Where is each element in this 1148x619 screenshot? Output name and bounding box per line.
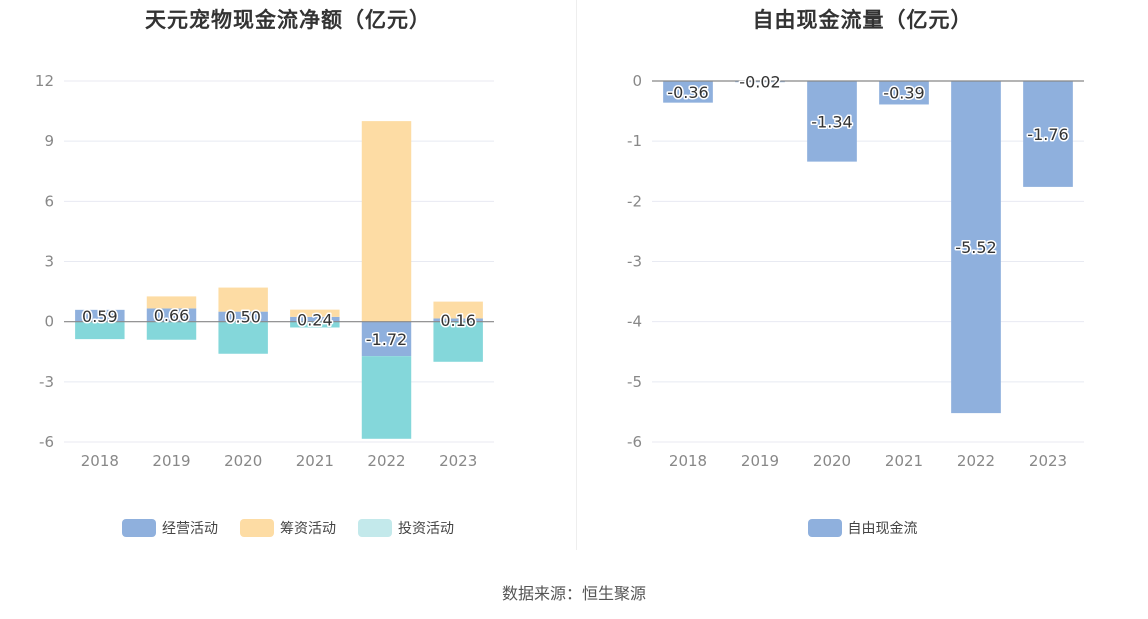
bar-operating-2022 <box>361 321 412 357</box>
legend-swatch-free-cash-flow <box>807 519 842 537</box>
cash-flow-plot: 12 9 6 3 0 -3 -6 2018 2019 2020 2021 2022 2023 0.59 0.… <box>35 72 494 470</box>
x-tick-label: 2019 <box>741 452 779 470</box>
legend-label: 经营活动 <box>162 521 218 537</box>
bar-investing-2023 <box>433 321 483 362</box>
data-label: 0.59 <box>82 307 118 326</box>
legend-swatch-investing <box>358 519 392 537</box>
bar-free-cash-flow-2019 <box>735 81 785 83</box>
x-tick-label: 2020 <box>224 452 262 470</box>
legend-item-operating[interactable]: 经营活动 <box>122 518 218 538</box>
y-tick-label: -4 <box>627 313 642 331</box>
data-label: -5.52 <box>955 238 996 257</box>
legend-swatch-operating <box>122 519 156 537</box>
bar-financing-2023 <box>433 301 483 319</box>
legend-label: 投资活动 <box>398 521 454 537</box>
free-cash-flow-chart: 自由现金流量（亿元） 0 -1 -2 -3 -4 -5 -6 2018 2019 2020 2021… <box>577 0 1148 560</box>
data-label: 0.16 <box>440 311 476 330</box>
data-label: -1.72 <box>366 330 407 349</box>
y-tick-label: 0 <box>632 72 642 90</box>
y-tick-label: -2 <box>627 192 642 210</box>
legend: 自由现金流 <box>577 518 1148 538</box>
legend-item-investing[interactable]: 投资活动 <box>358 518 454 538</box>
data-label: -1.34 <box>811 112 852 131</box>
data-label: -0.02 <box>739 73 780 92</box>
y-tick-label: 3 <box>44 253 54 271</box>
x-tick-label: 2022 <box>367 452 405 470</box>
data-source: 数据来源：恒生聚源 <box>501 584 646 603</box>
x-tick-label: 2020 <box>813 452 851 470</box>
bar-operating-2018 <box>75 309 125 322</box>
legend-item-free-cash-flow[interactable]: 自由现金流 <box>807 518 918 538</box>
bar-financing-2020 <box>218 287 268 312</box>
bar-free-cash-flow-2020 <box>807 81 857 162</box>
y-tick-label: -3 <box>627 253 642 271</box>
bar-investing-2018 <box>75 321 125 340</box>
bar-operating-2020 <box>218 311 268 322</box>
data-label: 0.24 <box>297 310 333 329</box>
x-tick-label: 2023 <box>439 452 477 470</box>
legend-swatch-financing <box>240 519 274 537</box>
bar-operating-2023 <box>433 318 483 322</box>
data-label: -1.76 <box>1027 125 1068 144</box>
bar-investing-2019 <box>146 321 197 340</box>
bar-investing-2022 <box>361 356 412 439</box>
panel-divider <box>576 0 577 550</box>
bar-financing-2022 <box>361 121 412 322</box>
x-tick-label: 2019 <box>152 452 190 470</box>
x-tick-label: 2021 <box>296 452 334 470</box>
bar-operating-2021 <box>290 316 340 322</box>
data-label: -0.39 <box>883 84 924 103</box>
legend-item-financing[interactable]: 筹资活动 <box>240 518 336 538</box>
data-label: 0.66 <box>154 306 190 325</box>
bar-free-cash-flow-2023 <box>1023 81 1073 187</box>
y-tick-label: 0 <box>44 313 54 331</box>
y-tick-label: -3 <box>39 373 54 391</box>
bar-financing-2019 <box>146 296 197 309</box>
y-tick-label: -5 <box>627 373 642 391</box>
bar-free-cash-flow-2022 <box>951 81 1001 414</box>
chart-title: 自由现金流量（亿元） <box>752 8 973 32</box>
x-tick-label: 2022 <box>957 452 995 470</box>
legend: 经营活动 筹资活动 投资活动 <box>0 518 576 538</box>
bar-free-cash-flow-2018 <box>663 81 713 103</box>
y-tick-label: 6 <box>44 192 54 210</box>
x-tick-label: 2023 <box>1029 452 1067 470</box>
y-tick-label: -6 <box>39 433 54 451</box>
y-tick-label: -6 <box>627 433 642 451</box>
legend-label: 自由现金流 <box>847 521 918 537</box>
x-tick-label: 2018 <box>669 452 707 470</box>
legend-label: 筹资活动 <box>280 521 336 537</box>
y-tick-label: 9 <box>44 132 54 150</box>
cash-flow-net-chart: 天元宠物现金流净额（亿元） 12 9 6 3 0 -3 -6 2018 2019 2020 2021… <box>0 0 576 560</box>
free-cash-flow-plot: 0 -1 -2 -3 -4 -5 -6 2018 2019 2020 2021 2022 2023 -0.… <box>627 71 1084 470</box>
data-label: 0.50 <box>225 308 261 327</box>
x-tick-label: 2018 <box>81 452 119 470</box>
bar-investing-2021 <box>290 321 340 328</box>
bar-free-cash-flow-2021 <box>879 81 929 105</box>
bar-operating-2019 <box>146 308 197 322</box>
data-label: -0.36 <box>667 83 708 102</box>
chart-title: 天元宠物现金流净额（亿元） <box>145 8 431 32</box>
x-tick-label: 2021 <box>885 452 923 470</box>
y-tick-label: -1 <box>627 132 642 150</box>
bar-investing-2020 <box>218 321 268 354</box>
y-tick-label: 12 <box>35 72 54 90</box>
bar-financing-2021 <box>290 309 340 317</box>
